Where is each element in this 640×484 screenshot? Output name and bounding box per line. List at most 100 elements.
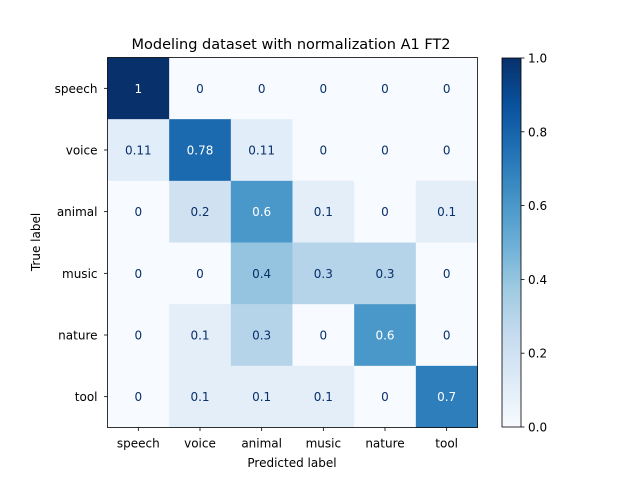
heatmap-cell-label: 0 xyxy=(443,82,451,96)
heatmap-cell-label: 0 xyxy=(320,144,328,158)
heatmap-cell xyxy=(292,365,355,428)
plot-frame xyxy=(107,57,478,428)
heatmap-cell-label: 0.1 xyxy=(190,329,209,343)
heatmap-cell xyxy=(415,365,478,428)
heatmap-cell xyxy=(230,365,293,428)
x-tick-label: voice xyxy=(184,437,216,451)
heatmap-cell-label: 0 xyxy=(135,205,143,219)
heatmap-cell xyxy=(354,365,417,428)
y-axis-ticks: speech voice animal music nature tool xyxy=(55,82,108,404)
heatmap-cell-label: 0 xyxy=(443,267,451,281)
heatmap-cell-label: 0 xyxy=(443,144,451,158)
heatmap-cell xyxy=(292,57,355,120)
heatmap-cell-label: 0 xyxy=(135,390,143,404)
y-tick-label: animal xyxy=(57,205,98,219)
y-tick-label: speech xyxy=(55,82,98,96)
y-tick-label: music xyxy=(62,267,97,281)
heatmap-cell-label: 0.7 xyxy=(437,390,456,404)
heatmap-cell xyxy=(169,57,232,120)
x-tick-label: animal xyxy=(241,437,282,451)
chart-title: Modeling dataset with normalization A1 F… xyxy=(131,37,450,53)
x-tick-label: music xyxy=(306,437,341,451)
heatmap-cell xyxy=(415,304,478,367)
heatmap-cell xyxy=(169,304,232,367)
colorbar-tick-label: 0.0 xyxy=(528,421,547,435)
heatmap-cell-label: 0.6 xyxy=(252,205,271,219)
y-tick-label: nature xyxy=(58,329,97,343)
heatmap-cell xyxy=(107,242,170,305)
heatmap-cell-label: 0.1 xyxy=(190,390,209,404)
heatmap-cell xyxy=(107,365,170,428)
colorbar-tick-label: 0.8 xyxy=(528,125,547,139)
heatmap-cell-label: 0 xyxy=(381,82,389,96)
colorbar-frame xyxy=(501,57,522,428)
heatmap-cell-label: 0 xyxy=(381,144,389,158)
colorbar xyxy=(502,58,521,427)
heatmap-cell xyxy=(230,242,293,305)
heatmap-cell-label: 0 xyxy=(258,82,266,96)
heatmap-cell xyxy=(169,119,232,182)
heatmap-cell-label: 0.4 xyxy=(252,267,271,281)
heatmap-cell-label: 0 xyxy=(135,329,143,343)
y-tick-label: voice xyxy=(66,144,98,158)
heatmap-cell-label: 0.1 xyxy=(314,205,333,219)
heatmap-cell xyxy=(354,57,417,120)
heatmap-cell xyxy=(169,180,232,243)
y-tick-label: tool xyxy=(75,390,98,404)
heatmap-cell-label: 0.2 xyxy=(190,205,209,219)
heatmap-cell xyxy=(354,119,417,182)
heatmap-cell xyxy=(292,119,355,182)
heatmap-cell xyxy=(415,180,478,243)
heatmap-cell-label: 0 xyxy=(320,329,328,343)
heatmap-cell xyxy=(354,180,417,243)
x-axis-ticks: speech voice animal music nature tool xyxy=(117,427,458,451)
x-tick-label: tool xyxy=(435,437,458,451)
heatmap-cell xyxy=(415,119,478,182)
heatmap-cell-label: 0.1 xyxy=(252,390,271,404)
heatmap-cell xyxy=(292,242,355,305)
heatmap-cell xyxy=(230,180,293,243)
heatmap-cell xyxy=(292,304,355,367)
heatmap-cell-label: 0.3 xyxy=(314,267,333,281)
heatmap-cell-label: 0.3 xyxy=(375,267,394,281)
colorbar-tick-label: 0.2 xyxy=(528,347,547,361)
colorbar-tick-label: 1.0 xyxy=(528,52,547,66)
colorbar-tick-label: 0.6 xyxy=(528,199,547,213)
heatmap-cell-label: 0.11 xyxy=(248,144,275,158)
colorbar-ticks: 0.0 0.2 0.4 0.6 0.8 1.0 xyxy=(521,52,547,435)
heatmap-cell-label: 0 xyxy=(196,82,204,96)
heatmap-cell-label: 0.11 xyxy=(125,144,152,158)
heatmap-cell xyxy=(107,304,170,367)
heatmap-cells xyxy=(107,57,478,428)
heatmap-cell-label: 0.1 xyxy=(437,205,456,219)
heatmap-cell-label: 0.78 xyxy=(187,144,214,158)
y-axis-label: True label xyxy=(29,213,43,272)
heatmap-cell xyxy=(292,180,355,243)
x-tick-label: nature xyxy=(365,437,404,451)
heatmap-cell xyxy=(230,119,293,182)
heatmap-cell-label: 0.6 xyxy=(375,329,394,343)
heatmap-cell-label: 0 xyxy=(381,390,389,404)
heatmap-cell-label: 0 xyxy=(320,82,328,96)
x-axis-label: Predicted label xyxy=(247,456,336,470)
heatmap-cell-label: 0 xyxy=(196,267,204,281)
heatmap-cell xyxy=(230,304,293,367)
heatmap-cell xyxy=(107,180,170,243)
heatmap-cell xyxy=(415,57,478,120)
heatmap-cell xyxy=(354,242,417,305)
heatmap-cell xyxy=(107,119,170,182)
heatmap-cell xyxy=(354,304,417,367)
heatmap-cell-labels: 1 0 0 0 0 0 0.11 0.78 0.11 0 0 0 0 0.2 0.6 0.1 0 0.1 0 0 0.4… xyxy=(125,82,456,404)
heatmap-cell xyxy=(169,242,232,305)
heatmap-cell xyxy=(415,242,478,305)
heatmap-cell-label: 0.3 xyxy=(252,329,271,343)
heatmap-cell-label: 0 xyxy=(443,329,451,343)
heatmap-cell-label: 0 xyxy=(381,205,389,219)
heatmap-cell xyxy=(230,57,293,120)
colorbar-tick-label: 0.4 xyxy=(528,273,547,287)
heatmap-cell xyxy=(107,57,170,120)
x-tick-label: speech xyxy=(117,437,160,451)
heatmap-cell-label: 1 xyxy=(135,82,143,96)
